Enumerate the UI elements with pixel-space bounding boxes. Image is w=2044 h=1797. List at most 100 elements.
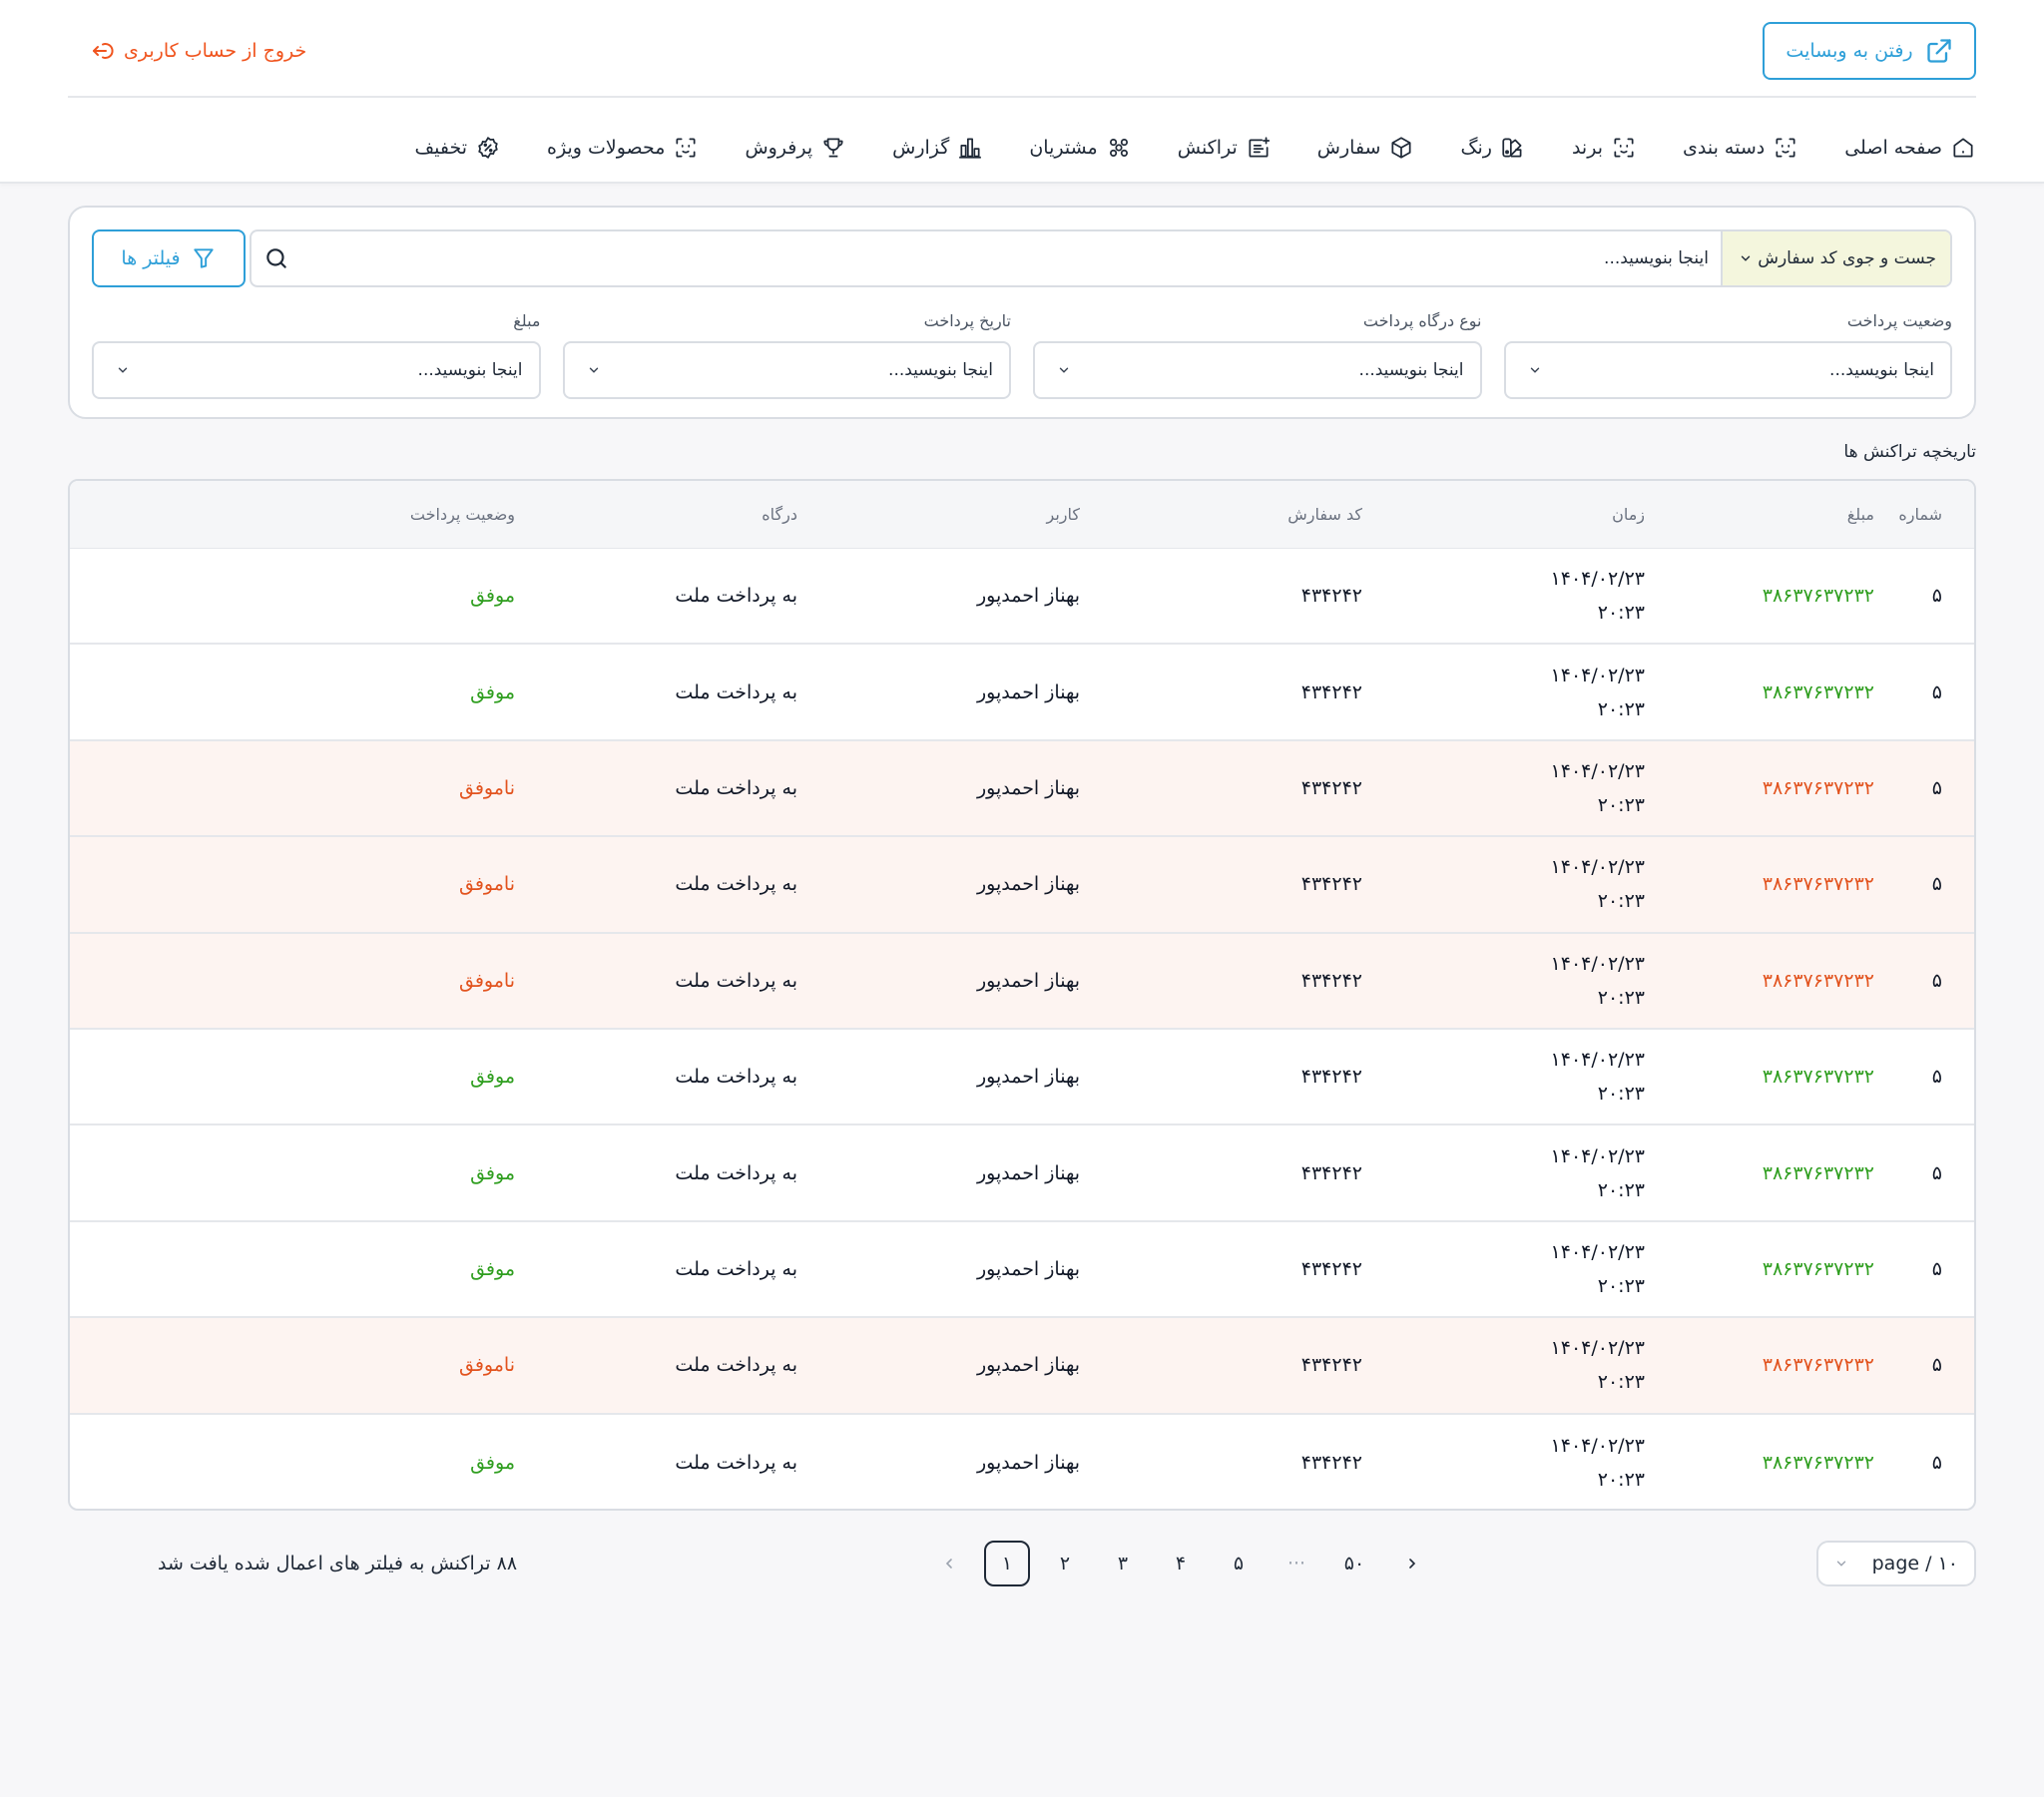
row-gateway: به پرداخت ملت: [675, 1354, 797, 1377]
nav-item-label: برند: [1571, 137, 1603, 159]
visit-website-button[interactable]: رفتن به وبسایت: [1763, 22, 1976, 80]
nav-item-customers[interactable]: مشتریان: [1029, 135, 1131, 161]
visit-website-label: رفتن به وبسایت: [1786, 40, 1913, 62]
palette-icon: [1502, 138, 1522, 158]
page-button[interactable]: ۵۰: [1343, 1553, 1365, 1574]
row-time: ۱۴۰۴/۰۲/۲۳ ۲۰:۲۳: [1362, 1331, 1645, 1399]
row-order-code: ۴۳۴۲۴۲: [1300, 776, 1362, 799]
logout-link[interactable]: خروج از حساب کاربری: [90, 34, 306, 68]
row-status: ناموفق: [459, 873, 515, 896]
search-type-select[interactable]: جست و جوی کد سفارش: [1721, 231, 1950, 285]
row-user: بهناز احمدپور: [976, 1354, 1080, 1377]
row-clock: ۲۰:۲۳: [1597, 793, 1645, 816]
row-clock: ۲۰:۲۳: [1597, 1083, 1645, 1106]
row-date: ۱۴۰۴/۰۲/۲۳: [1550, 1337, 1645, 1360]
next-page-button[interactable]: [1389, 1541, 1435, 1586]
row-order-code: ۴۳۴۲۴۲: [1300, 1257, 1362, 1280]
nav-item-label: محصولات ویژه: [547, 137, 666, 159]
field-label: نوع درگاه پرداخت: [1362, 311, 1482, 330]
row-amount: ۳۸۶۳۷۶۳۷۲۳۲: [1762, 1161, 1874, 1184]
nav-item-categories[interactable]: دسته بندی: [1683, 135, 1798, 161]
table-header: شماره مبلغ زمان کد سفارش کاربر درگاه وضع…: [70, 481, 1974, 549]
nav-item-discount[interactable]: تخفیف: [414, 135, 501, 161]
column-header[interactable]: زمان: [1612, 505, 1645, 524]
page-button[interactable]: ۵: [1233, 1553, 1245, 1574]
row-date: ۱۴۰۴/۰۲/۲۳: [1550, 1144, 1645, 1167]
main-nav: صفحه اصلی دسته بندی برند رنگ سفارش تراکن…: [414, 122, 1976, 174]
table-row[interactable]: ۵ ۳۸۶۳۷۶۳۷۲۳۲ ۱۴۰۴/۰۲/۲۳ ۲۰:۲۳ ۴۳۴۲۴۲ بهناز ا…: [70, 740, 1974, 838]
row-gateway: به پرداخت ملت: [675, 873, 797, 896]
filter-panel: جست و جوی کد سفارش اینجا بنویسید... فیلت…: [68, 206, 1976, 419]
nav-item-label: تخفیف: [414, 137, 468, 159]
row-order-code: ۴۳۴۲۴۲: [1300, 680, 1362, 703]
chevron-down-icon: [589, 367, 598, 373]
row-status: موفق: [470, 1451, 515, 1474]
row-gateway: به پرداخت ملت: [675, 680, 797, 703]
row-clock: ۲۰:۲۳: [1597, 1468, 1645, 1491]
nav-item-featured-products[interactable]: محصولات ویژه: [547, 135, 699, 161]
page-button-current[interactable]: ۱: [984, 1541, 1030, 1586]
row-clock: ۲۰:۲۳: [1597, 986, 1645, 1009]
row-date: ۱۴۰۴/۰۲/۲۳: [1550, 952, 1645, 975]
row-time: ۱۴۰۴/۰۲/۲۳ ۲۰:۲۳: [1362, 754, 1645, 822]
column-header[interactable]: شماره: [1898, 505, 1942, 524]
row-amount: ۳۸۶۳۷۶۳۷۲۳۲: [1762, 776, 1874, 799]
table-row[interactable]: ۵ ۳۸۶۳۷۶۳۷۲۳۲ ۱۴۰۴/۰۲/۲۳ ۲۰:۲۳ ۴۳۴۲۴۲ بهناز ا…: [70, 1318, 1974, 1415]
table-row[interactable]: ۵ ۳۸۶۳۷۶۳۷۲۳۲ ۱۴۰۴/۰۲/۲۳ ۲۰:۲۳ ۴۳۴۲۴۲ بهناز ا…: [70, 1030, 1974, 1126]
row-status: ناموفق: [459, 776, 515, 799]
amount-select[interactable]: اینجا بنویسید...: [92, 341, 541, 399]
payment-date-select[interactable]: اینجا بنویسید...: [562, 341, 1011, 399]
row-number: ۵: [1931, 1451, 1942, 1474]
field-value: اینجا بنویسید...: [888, 360, 993, 380]
column-header[interactable]: کد سفارش: [1287, 505, 1362, 524]
nav-item-bestsellers[interactable]: پرفروش: [745, 135, 846, 161]
row-number: ۵: [1931, 680, 1942, 703]
nav-item-report[interactable]: گزارش: [892, 135, 983, 161]
page-button[interactable]: ۳: [1117, 1553, 1129, 1574]
search-icon[interactable]: [263, 245, 289, 271]
page-button[interactable]: ۲: [1059, 1553, 1071, 1574]
gateway-type-select[interactable]: اینجا بنویسید...: [1033, 341, 1482, 399]
field-value: اینجا بنویسید...: [417, 360, 523, 380]
prev-page-button[interactable]: [926, 1541, 972, 1586]
payment-status-select[interactable]: اینجا بنویسید...: [1503, 341, 1952, 399]
row-order-code: ۴۳۴۲۴۲: [1300, 1066, 1362, 1089]
row-status: ناموفق: [459, 1354, 515, 1377]
filter-fields: وضعیت پرداخت اینجا بنویسید... نوع درگاه …: [92, 307, 1952, 399]
row-gateway: به پرداخت ملت: [675, 1257, 797, 1280]
row-date: ۱۴۰۴/۰۲/۲۳: [1550, 1434, 1645, 1457]
filters-button[interactable]: فیلتر ها: [92, 229, 246, 287]
column-header[interactable]: کاربر: [1046, 505, 1081, 524]
table-row[interactable]: ۵ ۳۸۶۳۷۶۳۷۲۳۲ ۱۴۰۴/۰۲/۲۳ ۲۰:۲۳ ۴۳۴۲۴۲ بهناز ا…: [70, 1222, 1974, 1319]
nav-item-home[interactable]: صفحه اصلی: [1844, 135, 1976, 161]
external-link-icon: [1926, 39, 1951, 63]
row-order-code: ۴۳۴۲۴۲: [1300, 1451, 1362, 1474]
search-input[interactable]: اینجا بنویسید...: [252, 231, 1721, 285]
row-order-code: ۴۳۴۲۴۲: [1300, 1161, 1362, 1184]
row-number: ۵: [1931, 1354, 1942, 1377]
column-header[interactable]: درگاه: [762, 505, 797, 524]
row-user: بهناز احمدپور: [976, 776, 1080, 799]
table-row[interactable]: ۵ ۳۸۶۳۷۶۳۷۲۳۲ ۱۴۰۴/۰۲/۲۳ ۲۰:۲۳ ۴۳۴۲۴۲ بهناز ا…: [70, 645, 1974, 741]
table-row[interactable]: ۵ ۳۸۶۳۷۶۳۷۲۳۲ ۱۴۰۴/۰۲/۲۳ ۲۰:۲۳ ۴۳۴۲۴۲ بهناز ا…: [70, 1415, 1974, 1509]
page-size-select[interactable]: ۱۰ / page: [1816, 1541, 1976, 1586]
table-row[interactable]: ۵ ۳۸۶۳۷۶۳۷۲۳۲ ۱۴۰۴/۰۲/۲۳ ۲۰:۲۳ ۴۳۴۲۴۲ بهناز ا…: [70, 837, 1974, 934]
home-icon: [1953, 138, 1973, 158]
payment-status-field: وضعیت پرداخت اینجا بنویسید...: [1503, 307, 1952, 399]
table-row[interactable]: ۵ ۳۸۶۳۷۶۳۷۲۳۲ ۱۴۰۴/۰۲/۲۳ ۲۰:۲۳ ۴۳۴۲۴۲ بهناز ا…: [70, 1125, 1974, 1222]
nav-item-brand[interactable]: برند: [1572, 135, 1637, 161]
nav-item-transactions[interactable]: تراکنش: [1178, 135, 1272, 161]
column-header[interactable]: وضعیت پرداخت: [409, 505, 515, 524]
nav-item-orders[interactable]: سفارش: [1317, 135, 1415, 161]
page-ellipsis[interactable]: ···: [1286, 1553, 1306, 1574]
row-time: ۱۴۰۴/۰۲/۲۳ ۲۰:۲۳: [1362, 850, 1645, 918]
logout-icon: [93, 43, 114, 59]
table-row[interactable]: ۵ ۳۸۶۳۷۶۳۷۲۳۲ ۱۴۰۴/۰۲/۲۳ ۲۰:۲۳ ۴۳۴۲۴۲ بهناز ا…: [70, 549, 1974, 646]
nav-item-color[interactable]: رنگ: [1460, 135, 1525, 161]
table-row[interactable]: ۵ ۳۸۶۳۷۶۳۷۲۳۲ ۱۴۰۴/۰۲/۲۳ ۲۰:۲۳ ۴۳۴۲۴۲ بهناز ا…: [70, 933, 1974, 1030]
row-time: ۱۴۰۴/۰۲/۲۳ ۲۰:۲۳: [1362, 947, 1645, 1015]
column-header[interactable]: مبلغ: [1846, 505, 1874, 524]
row-status: موفق: [470, 680, 515, 703]
page-button[interactable]: ۴: [1175, 1553, 1187, 1574]
chevron-down-icon: [1836, 1561, 1846, 1567]
